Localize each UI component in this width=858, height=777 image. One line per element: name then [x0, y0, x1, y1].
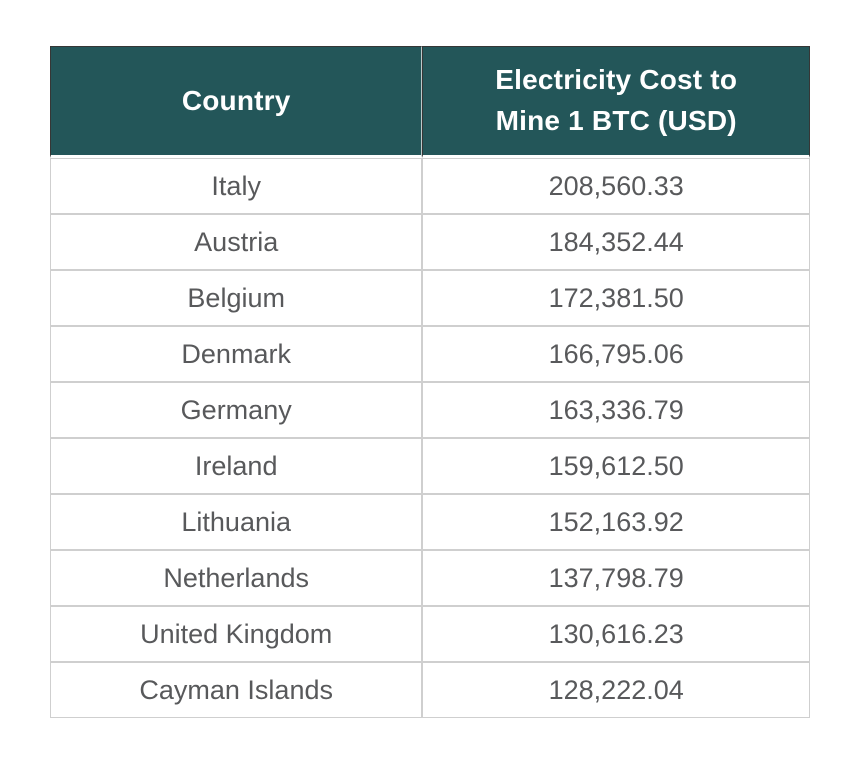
table-row: Austria 184,352.44: [50, 214, 810, 270]
country-cell: Lithuania: [50, 494, 423, 550]
table-row: United Kingdom 130,616.23: [50, 606, 810, 662]
table-row: Cayman Islands 128,222.04: [50, 662, 810, 718]
column-header-country: Country: [50, 46, 423, 158]
cost-cell: 130,616.23: [422, 606, 810, 662]
country-cell: Netherlands: [50, 550, 423, 606]
table-row: Belgium 172,381.50: [50, 270, 810, 326]
cost-cell: 137,798.79: [422, 550, 810, 606]
cost-cell: 166,795.06: [422, 326, 810, 382]
table-row: Germany 163,336.79: [50, 382, 810, 438]
column-header-electricity-cost: Electricity Cost to Mine 1 BTC (USD): [422, 46, 810, 158]
country-cell: Denmark: [50, 326, 423, 382]
table-row: Ireland 159,612.50: [50, 438, 810, 494]
cost-cell: 128,222.04: [422, 662, 810, 718]
header-row: Country Electricity Cost to Mine 1 BTC (…: [50, 46, 810, 158]
btc-mining-cost-table-container: Country Electricity Cost to Mine 1 BTC (…: [50, 46, 810, 718]
country-cell: Cayman Islands: [50, 662, 423, 718]
country-cell: Germany: [50, 382, 423, 438]
country-cell: Austria: [50, 214, 423, 270]
table-row: Lithuania 152,163.92: [50, 494, 810, 550]
country-cell: Italy: [50, 158, 423, 214]
table-header: Country Electricity Cost to Mine 1 BTC (…: [50, 46, 810, 158]
country-cell: Belgium: [50, 270, 423, 326]
table-row: Italy 208,560.33: [50, 158, 810, 214]
cost-cell: 163,336.79: [422, 382, 810, 438]
table-body: Italy 208,560.33 Austria 184,352.44 Belgium 1…: [50, 158, 810, 718]
country-cell: Ireland: [50, 438, 423, 494]
cost-cell: 172,381.50: [422, 270, 810, 326]
cost-cell: 184,352.44: [422, 214, 810, 270]
country-cell: United Kingdom: [50, 606, 423, 662]
cost-cell: 159,612.50: [422, 438, 810, 494]
table-row: Denmark 166,795.06: [50, 326, 810, 382]
btc-mining-cost-table: Country Electricity Cost to Mine 1 BTC (…: [50, 46, 810, 718]
cost-cell: 152,163.92: [422, 494, 810, 550]
table-row: Netherlands 137,798.79: [50, 550, 810, 606]
cost-cell: 208,560.33: [422, 158, 810, 214]
